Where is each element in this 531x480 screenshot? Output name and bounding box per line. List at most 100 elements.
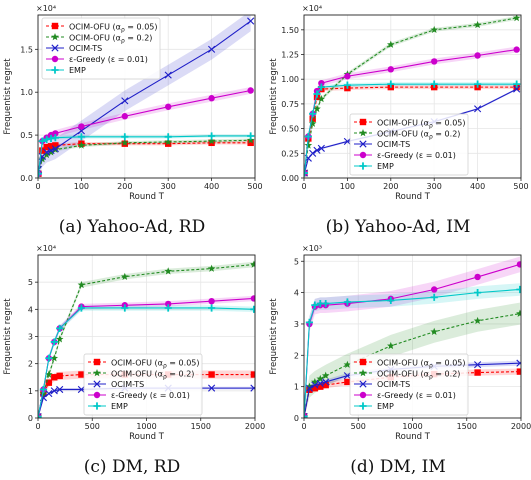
data-point: [39, 385, 48, 394]
y-multiplier: ×10⁴: [302, 4, 322, 13]
x-tick-label: 500: [351, 422, 366, 431]
data-point: [430, 80, 438, 88]
legend-label: OCIM-OFU (αρ = 0.2): [111, 369, 194, 381]
data-point: [343, 360, 352, 368]
y-tick-label: 5: [28, 278, 33, 287]
data-point: [317, 94, 326, 103]
data-point: [516, 368, 521, 375]
data-point: [165, 300, 172, 308]
legend-swatch-marker: [359, 118, 367, 126]
data-point: [474, 80, 482, 88]
x-axis-label: Round T: [129, 432, 165, 442]
data-point: [250, 305, 255, 313]
series-line: [304, 83, 517, 174]
x-tick-label: 400: [204, 182, 219, 191]
data-point: [164, 71, 172, 79]
legend-label: OCIM-OFU (αρ = 0.05): [69, 22, 158, 34]
data-point: [121, 304, 129, 312]
data-point: [473, 316, 482, 325]
data-point: [43, 143, 50, 151]
data-point: [311, 381, 319, 389]
data-point: [247, 87, 254, 94]
data-point: [208, 95, 215, 102]
data-point: [311, 385, 319, 392]
data-point: [43, 148, 51, 156]
x-tick-label: 200: [117, 182, 132, 191]
plot-area: [38, 15, 255, 178]
data-point: [313, 90, 321, 98]
x-tick-label: 1500: [457, 422, 477, 431]
data-point: [308, 119, 317, 127]
y-multiplier: ×10⁴: [36, 4, 56, 13]
chart-svg: 0 500 1000 1500 2000 0 1 2 3 4 5×10³ Round T Frequen…: [269, 244, 531, 477]
data-point: [164, 137, 172, 146]
data-point: [51, 374, 58, 381]
data-point: [77, 385, 85, 394]
legend-box: [41, 17, 161, 80]
data-point: [387, 80, 395, 88]
data-point: [250, 384, 255, 392]
x-tick-label: 500: [513, 182, 528, 191]
data-point: [246, 136, 255, 144]
x-tick-label: 1500: [191, 422, 211, 431]
y-tick-label: 0.00: [281, 174, 299, 183]
y-multiplier: ×10³: [302, 244, 322, 253]
data-point: [474, 361, 482, 369]
data-point: [474, 369, 481, 376]
chart-caption: (b) Yahoo-Ad, IM: [326, 217, 471, 237]
legend-label: OCIM-OFU (αρ = 0.05): [377, 358, 466, 370]
legend: OCIM-OFU (αρ = 0.05)OCIM-OFU (αρ = 0.2)O…: [83, 353, 203, 416]
legend-label: OCIM-OFU (αρ = 0.05): [111, 358, 200, 370]
data-point: [50, 387, 58, 395]
data-point: [344, 378, 351, 386]
data-point: [309, 110, 317, 118]
data-point: [474, 105, 482, 113]
y-tick-label: 1.50: [281, 26, 299, 35]
legend-swatch-marker: [93, 369, 101, 377]
y-tick-label: 0: [28, 414, 33, 423]
legend-swatch-marker: [359, 162, 367, 170]
legend-swatch-marker: [93, 358, 101, 366]
chart-svg: 0 500 1000 1500 2000 0 1 2 3 4 5 ×10⁴ Round T Frequen…: [3, 244, 265, 477]
data-point: [430, 293, 438, 301]
data-point: [474, 52, 481, 59]
data-point: [321, 371, 330, 379]
legend-label: OCIM-OFU (αρ = 0.2): [69, 33, 152, 45]
x-tick-label: 1000: [402, 422, 422, 431]
data-point: [56, 385, 64, 394]
x-tick-label: 100: [340, 182, 355, 191]
y-tick-label: 2: [28, 360, 33, 369]
data-point: [430, 25, 438, 34]
x-tick-label: 200: [383, 182, 398, 191]
y-axis-label: Frequentist regret: [269, 298, 279, 375]
data-point: [42, 150, 51, 159]
data-point: [317, 383, 324, 390]
y-tick-label: 0.25: [281, 149, 299, 158]
data-point: [39, 389, 48, 397]
data-point: [431, 286, 438, 293]
legend-label: ε-Greedy (ε = 0.01): [377, 151, 456, 160]
y-axis-label: Frequentist regret: [3, 58, 13, 135]
legend: OCIM-OFU (αρ = 0.05)OCIM-OFU (αρ = 0.2)O…: [349, 353, 469, 416]
data-point: [164, 267, 172, 275]
legend-label: EMP: [377, 162, 394, 171]
y-tick-label: 2: [294, 351, 299, 360]
confidence-band: [304, 256, 520, 418]
plot-area: [304, 15, 521, 177]
x-tick-label: 1000: [136, 422, 156, 431]
legend-swatch-marker: [359, 129, 367, 137]
x-tick-label: 300: [427, 182, 442, 191]
data-point: [50, 338, 58, 346]
data-point: [39, 147, 46, 154]
y-tick-label: 1.00: [281, 75, 299, 84]
series-line: [304, 86, 517, 174]
y-tick-label: 0.5: [20, 131, 33, 140]
legend-box: [349, 353, 469, 416]
data-point: [309, 115, 316, 122]
data-point: [317, 83, 325, 91]
legend-label: EMP: [111, 402, 128, 411]
data-point: [164, 304, 172, 312]
y-tick-label: 4: [294, 289, 299, 298]
y-axis-label: Frequentist regret: [269, 58, 279, 135]
